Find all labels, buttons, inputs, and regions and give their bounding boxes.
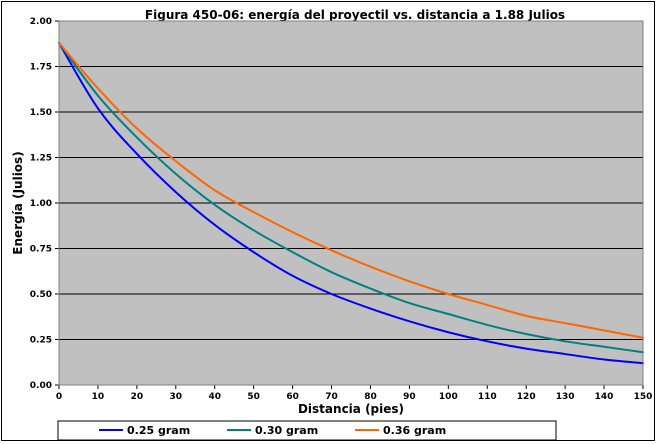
y-tick-label: 1.00 <box>30 199 52 209</box>
x-tick-label: 50 <box>247 392 260 402</box>
legend <box>57 420 557 441</box>
x-tick-label: 40 <box>208 392 221 402</box>
x-tick-label: 0 <box>56 392 62 402</box>
x-tick-label: 90 <box>403 392 416 402</box>
y-tick-label: 0.00 <box>30 381 52 391</box>
x-tick-label: 70 <box>325 392 338 402</box>
x-tick-label: 20 <box>131 392 144 402</box>
y-tick-label: 1.75 <box>30 63 52 73</box>
x-tick-label: 30 <box>170 392 183 402</box>
series-line-2 <box>58 41 644 354</box>
y-axis-title: Energía (Julios) <box>11 151 25 254</box>
series-line-1 <box>58 41 644 365</box>
x-tick-label: 60 <box>286 392 299 402</box>
grid-lines <box>59 20 643 340</box>
y-tick-label: 1.25 <box>30 154 52 164</box>
y-axis-ticks: 0.00 0.25 0.50 0.75 1.00 1.25 1.50 1.75 2.00 <box>30 17 59 391</box>
y-tick-label: 0.75 <box>30 245 52 255</box>
legend-items: 0.25 gram 0.30 gram 0.36 gram <box>99 424 446 437</box>
x-tick-label: 150 <box>634 392 653 402</box>
x-tick-label: 80 <box>364 392 377 402</box>
chart-title: Figura 450-06: energía del proyectil vs.… <box>145 8 565 22</box>
legend-label-1: 0.25 gram <box>127 424 190 437</box>
x-tick-label: 120 <box>517 392 536 402</box>
y-tick-label: 1.50 <box>30 108 52 118</box>
legend-label-3: 0.36 gram <box>383 424 446 437</box>
x-tick-label: 110 <box>478 392 497 402</box>
x-tick-label: 140 <box>595 392 614 402</box>
x-axis-title: Distancia (pies) <box>298 402 404 416</box>
y-tick-label: 2.00 <box>30 17 52 27</box>
y-tick-label: 0.50 <box>30 290 52 300</box>
x-axis-ticks: 0 10 20 30 40 50 60 70 80 90 100 110 120 130 140 150 <box>56 385 653 402</box>
series-lines <box>58 41 644 365</box>
x-tick-label: 10 <box>92 392 105 402</box>
plot-border <box>58 20 644 386</box>
y-tick-label: 0.25 <box>30 336 52 346</box>
x-tick-label: 130 <box>556 392 575 402</box>
legend-label-2: 0.30 gram <box>255 424 318 437</box>
series-line-3 <box>58 41 644 339</box>
x-tick-label: 100 <box>439 392 458 402</box>
